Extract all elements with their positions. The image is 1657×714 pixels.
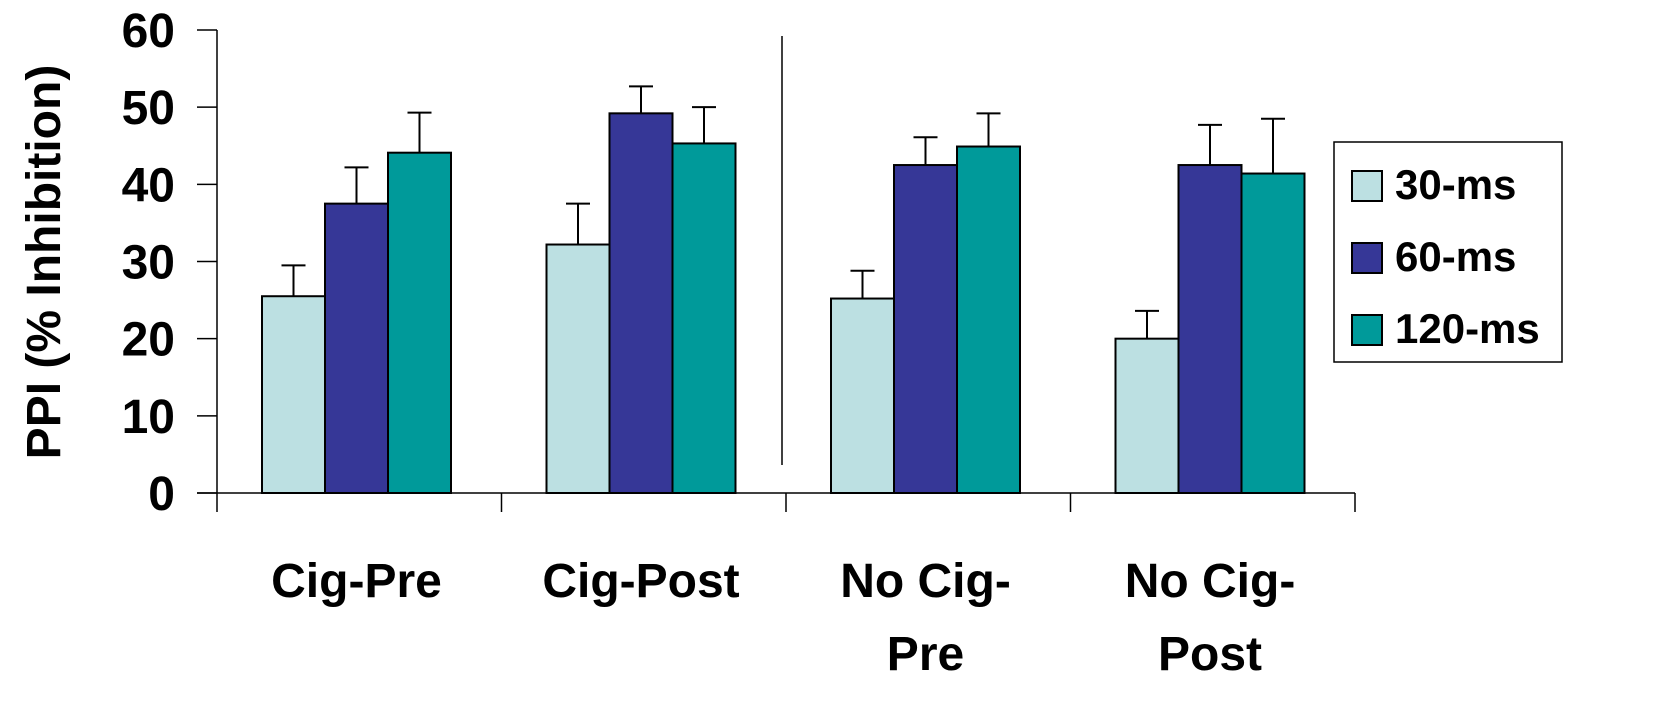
x-category-label: No Cig- xyxy=(1125,555,1296,608)
legend-swatch xyxy=(1351,314,1383,346)
legend: 30-ms 60-ms 120-ms xyxy=(1333,141,1563,363)
x-category-label: Post xyxy=(1158,628,1262,681)
bar-60-ms-3 xyxy=(1177,164,1243,495)
error-bars xyxy=(281,85,1285,339)
bar-30-ms-0 xyxy=(261,295,326,494)
x-category-label: Cig-Pre xyxy=(271,555,442,608)
y-tick-label: 20 xyxy=(122,314,175,367)
y-tick-label: 40 xyxy=(122,159,175,212)
y-tick-label: 0 xyxy=(148,468,175,521)
x-category-labels: Cig-Pre Cig-Post No Cig- Pre No Cig- Post xyxy=(271,555,1295,681)
legend-label: 120-ms xyxy=(1395,305,1540,352)
bar-60-ms-0 xyxy=(324,202,389,494)
bars xyxy=(261,112,1306,495)
y-axis-label: PPI (% Inhibition) xyxy=(18,65,71,460)
y-tick-label: 30 xyxy=(122,237,175,290)
x-category-label: Pre xyxy=(887,628,964,681)
legend-label: 30-ms xyxy=(1395,161,1516,208)
y-tick-label: 60 xyxy=(122,5,175,58)
y-tick-label: 10 xyxy=(122,391,175,444)
y-tick-label: 50 xyxy=(122,82,175,135)
bar-60-ms-2 xyxy=(893,164,958,495)
bar-120-ms-1 xyxy=(671,142,737,494)
legend-swatch xyxy=(1351,170,1383,202)
x-category-label: No Cig- xyxy=(840,555,1011,608)
bar-30-ms-1 xyxy=(545,243,611,494)
bar-120-ms-2 xyxy=(956,145,1021,494)
bar-120-ms-3 xyxy=(1240,172,1306,494)
bar-30-ms-3 xyxy=(1114,337,1180,494)
bar-30-ms-2 xyxy=(830,297,895,495)
legend-swatch xyxy=(1351,242,1383,274)
bar-120-ms-0 xyxy=(387,151,452,494)
y-tick-labels: 0 10 20 30 40 50 60 xyxy=(122,5,175,521)
x-category-label: Cig-Post xyxy=(542,555,739,608)
legend-label: 60-ms xyxy=(1395,233,1516,280)
bar-60-ms-1 xyxy=(608,112,674,494)
